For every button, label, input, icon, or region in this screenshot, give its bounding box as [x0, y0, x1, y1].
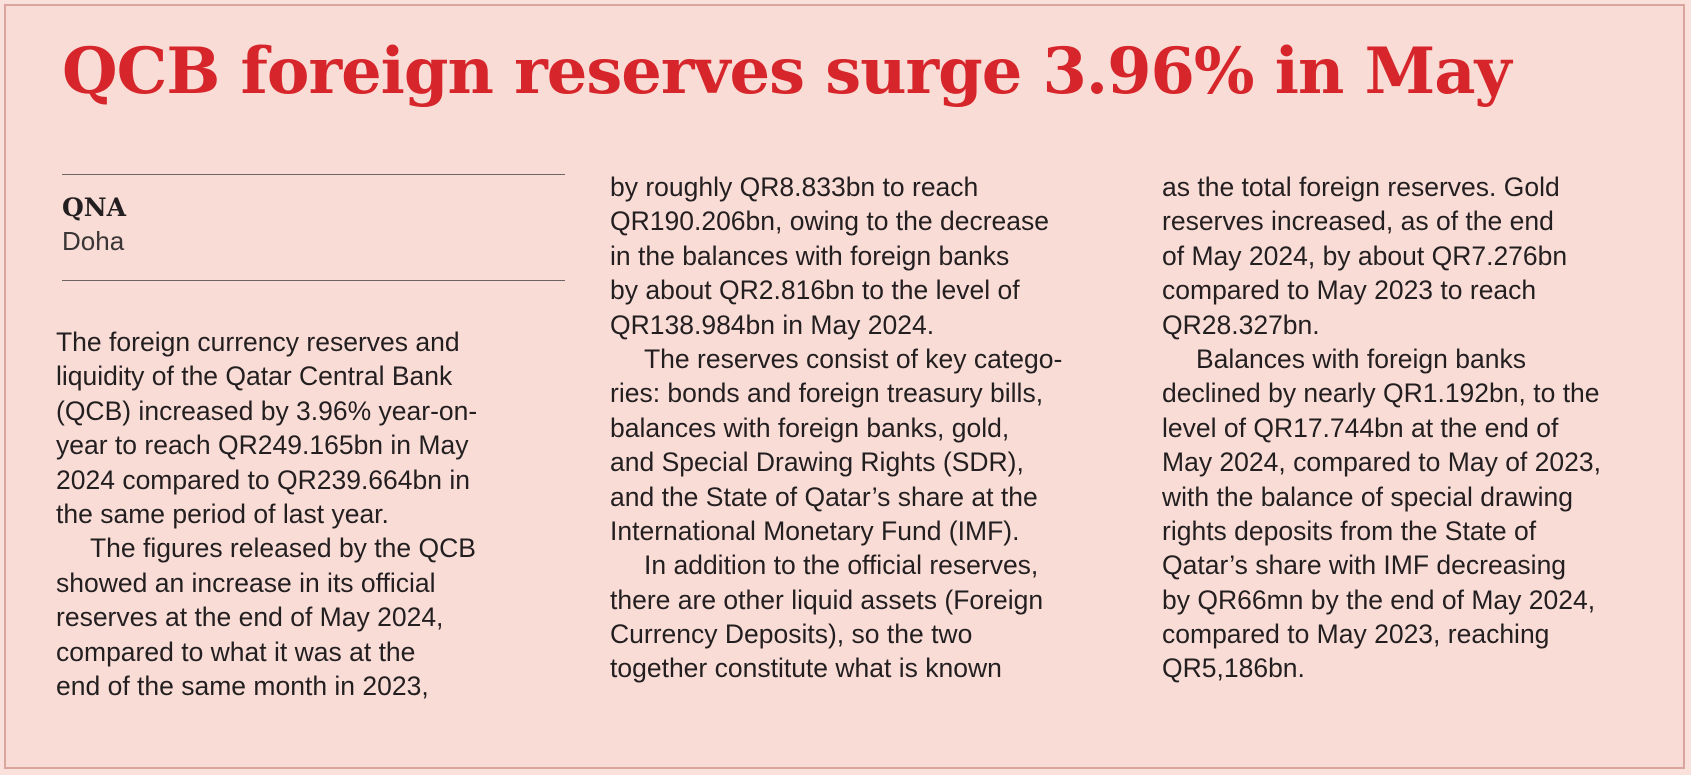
body-line: level of QR17.744bn at the end of	[1162, 412, 1559, 443]
body-line: In addition to the official reserves,	[644, 550, 1039, 581]
body-line: by roughly QR8.833bn to reach	[610, 172, 979, 202]
body-line: liquidity of the Qatar Central Bank	[56, 361, 453, 392]
body-line: and the State of Qatar’s share at the	[610, 481, 1038, 512]
body-line: of May 2024, by about QR7.276bn	[1162, 240, 1568, 271]
body-line: Currency Deposits), so the two	[610, 619, 973, 650]
article-column-3: as the total foreign reserves. Gold reser…	[1162, 170, 1601, 686]
body-line: declined by nearly QR1.192bn, to the	[1162, 378, 1600, 409]
body-line: The reserves consist of key catego-	[644, 343, 1063, 374]
body-line: and Special Drawing Rights (SDR),	[610, 447, 1024, 478]
byline-box: QNA Doha	[62, 174, 565, 281]
body-line: showed an increase in its official	[56, 567, 436, 598]
body-line: rights deposits from the State of	[1162, 515, 1537, 546]
body-line: with the balance of special drawing	[1162, 481, 1573, 512]
body-line: compared to May 2023 to reach	[1162, 275, 1537, 306]
body-line: ries: bonds and foreign treasury bills,	[610, 378, 1044, 409]
body-line: QR138.984bn in May 2024.	[610, 309, 935, 340]
body-line: by about QR2.816bn to the level of	[610, 275, 1020, 306]
body-line: May 2024, compared to May of 2023,	[1162, 447, 1601, 478]
body-line: The foreign currency reserves and	[56, 327, 460, 357]
agency-name: QNA	[62, 193, 127, 222]
body-line: year to reach QR249.165bn in May	[56, 430, 469, 461]
body-line: (QCB) increased by 3.96% year-on-	[56, 395, 478, 426]
body-line: QR190.206bn, owing to the decrease	[610, 206, 1050, 237]
body-line: compared to what it was at the	[56, 636, 416, 667]
body-line: 2024 compared to QR239.664bn in	[56, 464, 470, 495]
article-column-2: by roughly QR8.833bn to reach QR190.206bn…	[610, 170, 1062, 686]
body-line: reserves at the end of May 2024,	[56, 602, 444, 633]
headline: QCB foreign reserves surge 3.96% in May	[62, 34, 1512, 109]
body-line: QR5,186bn.	[1162, 653, 1305, 684]
article-column-1: The foreign currency reserves and liquidi…	[56, 325, 477, 703]
article-card: QCB foreign reserves surge 3.96% in May …	[4, 4, 1685, 769]
body-line: balances with foreign banks, gold,	[610, 412, 1010, 443]
body-line: QR28.327bn.	[1162, 309, 1320, 340]
body-line: there are other liquid assets (Foreign	[610, 584, 1044, 615]
dateline: Doha	[62, 226, 125, 256]
body-line: as the total foreign reserves. Gold	[1162, 172, 1560, 202]
body-line: end of the same month in 2023,	[56, 670, 429, 701]
body-line: the same period of last year.	[56, 498, 389, 529]
body-line: in the balances with foreign banks	[610, 240, 1010, 271]
body-line: International Monetary Fund (IMF).	[610, 515, 1020, 546]
body-line: Qatar’s share with IMF decreasing	[1162, 550, 1567, 581]
body-line: by QR66mn by the end of May 2024,	[1162, 584, 1596, 615]
body-line: together constitute what is known	[610, 653, 1002, 684]
body-line: Balances with foreign banks	[1196, 343, 1526, 374]
body-line: The figures released by the QCB	[90, 533, 476, 564]
body-line: reserves increased, as of the end	[1162, 206, 1554, 237]
body-line: compared to May 2023, reaching	[1162, 619, 1550, 650]
